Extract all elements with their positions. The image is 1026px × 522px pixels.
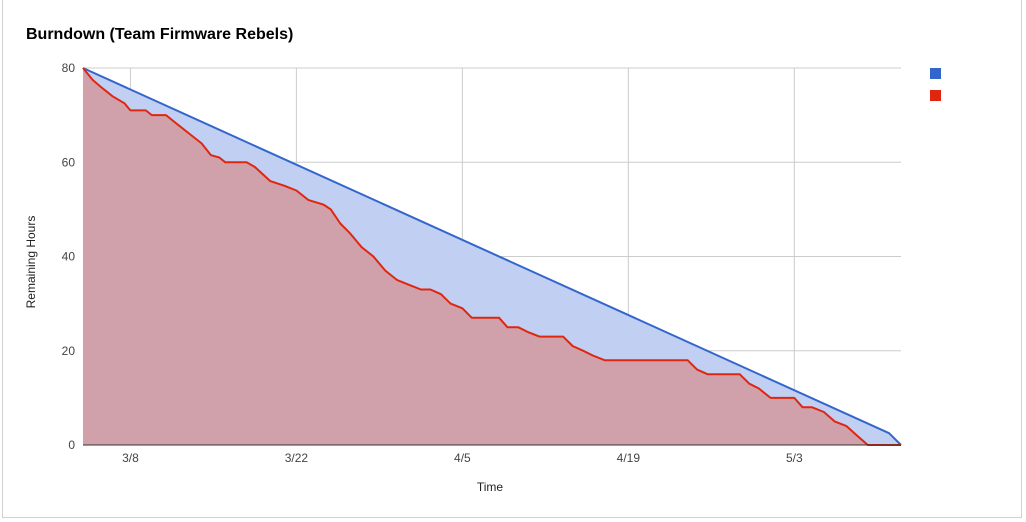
ideal-line <box>82 67 902 446</box>
chart-legend <box>930 62 941 106</box>
y-tick-label: 60 <box>62 155 76 169</box>
x-tick-label: 4/19 <box>617 451 641 465</box>
x-tick-label: 5/3 <box>786 451 803 465</box>
y-axis-label: Remaining Hours <box>24 216 38 309</box>
legend-swatch <box>930 67 941 79</box>
legend-swatch <box>930 89 941 101</box>
actual-line <box>82 67 901 446</box>
y-tick-label: 80 <box>62 61 76 75</box>
actual-area <box>83 68 901 445</box>
y-tick-label: 40 <box>62 250 76 264</box>
legend-item-actual[interactable] <box>930 84 941 106</box>
x-tick-label: 3/22 <box>285 451 309 465</box>
y-tick-label: 0 <box>68 438 75 452</box>
x-tick-label: 3/8 <box>122 451 139 465</box>
legend-item-ideal[interactable] <box>930 62 941 84</box>
x-tick-label: 4/5 <box>454 451 471 465</box>
chart-title: Burndown (Team Firmware Rebels) <box>26 26 294 43</box>
x-axis-label: Time <box>477 480 504 494</box>
y-tick-label: 20 <box>62 344 76 358</box>
